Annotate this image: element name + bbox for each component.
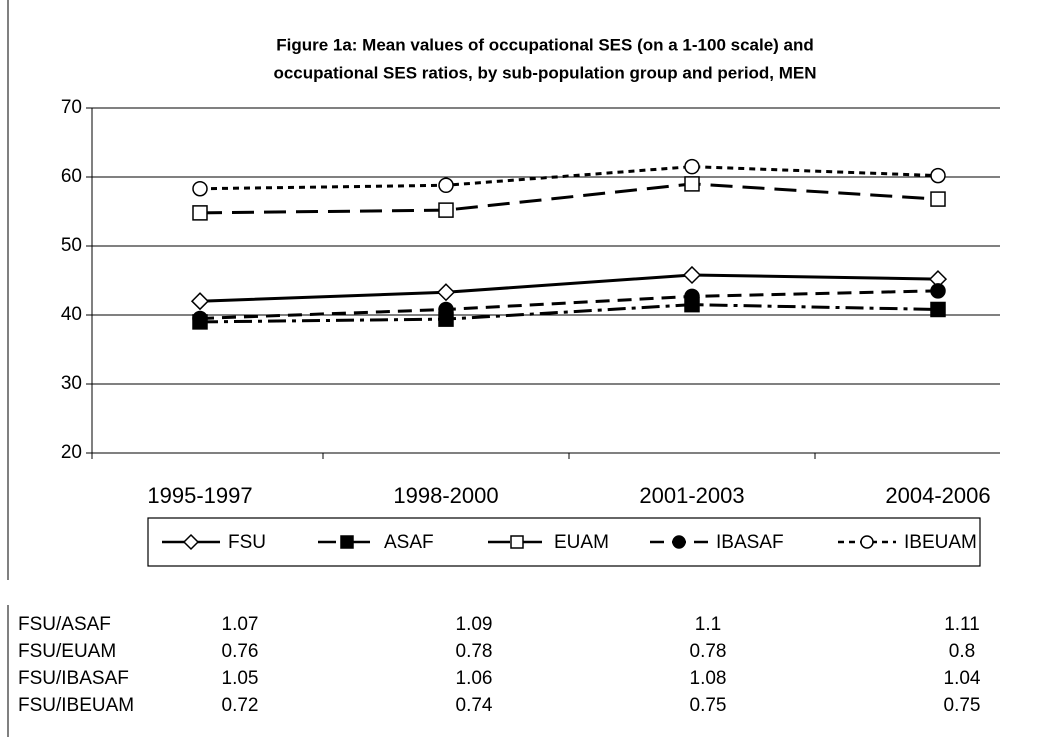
chart-title: occupational SES ratios, by sub-populati… [273, 63, 816, 82]
row-label: FSU/ASAF [18, 614, 111, 635]
table-cell: 0.8 [949, 641, 975, 662]
point [436, 283, 456, 302]
point [438, 202, 454, 218]
table-cell: 0.76 [222, 641, 259, 662]
legend-marker [672, 535, 686, 549]
legend-label: IBEUAM [904, 532, 977, 553]
y-tick-label: 20 [61, 442, 82, 463]
table-cell: 1.07 [222, 614, 259, 635]
series-line [199, 273, 939, 303]
row-label: FSU/IBASAF [18, 668, 129, 689]
point [192, 310, 208, 327]
point [684, 158, 700, 175]
point [192, 205, 208, 221]
legend-label: ASAF [384, 532, 434, 553]
point [684, 176, 700, 192]
point [930, 283, 946, 299]
table-cell: 1.06 [456, 668, 493, 689]
series-line [199, 165, 939, 191]
table-cell: 0.74 [456, 695, 493, 716]
legend-label: FSU [228, 532, 266, 553]
y-tick-label: 30 [61, 373, 82, 394]
series-line [199, 182, 939, 215]
x-tick-label: 2004-2006 [885, 483, 990, 508]
point [438, 177, 454, 194]
point [930, 301, 946, 318]
table-cell: 0.75 [690, 695, 727, 716]
point [438, 301, 454, 318]
point [684, 288, 700, 305]
table-cell: 1.08 [690, 668, 727, 689]
series-line [199, 289, 939, 320]
x-tick-label: 1995-1997 [147, 483, 252, 508]
table-cell: 1.11 [944, 614, 980, 635]
y-tick-label: 40 [61, 304, 82, 325]
x-tick-label: 1998-2000 [393, 483, 498, 508]
y-tick-label: 70 [61, 97, 82, 118]
y-tick-label: 60 [61, 166, 82, 187]
legend-marker [340, 535, 354, 549]
legend-marker [860, 535, 874, 549]
table-cell: 1.05 [222, 668, 259, 689]
table-cell: 0.78 [456, 641, 493, 662]
point [192, 180, 208, 197]
series-line [199, 303, 939, 324]
legend-label: IBASAF [716, 532, 784, 553]
legend-label: EUAM [554, 532, 609, 553]
table-cell: 1.09 [456, 614, 493, 635]
table-cell: 0.78 [690, 641, 727, 662]
row-label: FSU/IBEUAM [18, 695, 134, 716]
chart-title: Figure 1a: Mean values of occupational S… [276, 35, 814, 54]
point [930, 191, 946, 207]
table-cell: 0.72 [222, 695, 259, 716]
legend-marker [182, 533, 200, 551]
row-label: FSU/EUAM [18, 641, 116, 662]
y-tick-label: 50 [61, 235, 82, 256]
point [682, 265, 702, 285]
point [190, 292, 210, 311]
table-cell: 1.04 [944, 668, 981, 689]
x-tick-label: 2001-2003 [639, 483, 744, 508]
table-cell: 1.1 [695, 614, 721, 635]
legend-marker [510, 535, 524, 549]
point [930, 167, 946, 184]
table-cell: 0.75 [944, 695, 981, 716]
